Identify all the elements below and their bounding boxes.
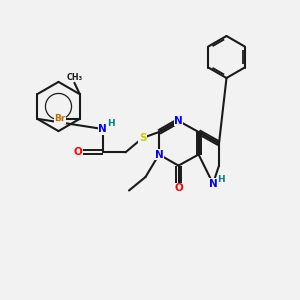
- Text: H: H: [217, 176, 224, 184]
- Text: O: O: [74, 147, 82, 158]
- Text: O: O: [174, 183, 183, 193]
- Text: N: N: [174, 116, 183, 126]
- Text: CH₃: CH₃: [66, 73, 82, 82]
- Text: Br: Br: [54, 114, 65, 123]
- Text: N: N: [154, 149, 164, 160]
- Text: H: H: [107, 119, 115, 128]
- Text: S: S: [139, 133, 146, 143]
- Text: N: N: [98, 124, 107, 134]
- Text: N: N: [208, 178, 217, 189]
